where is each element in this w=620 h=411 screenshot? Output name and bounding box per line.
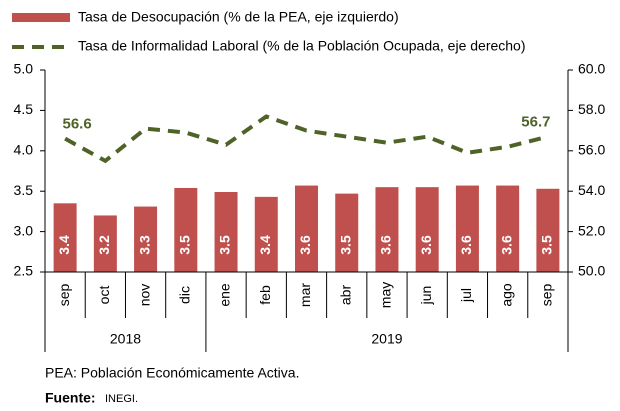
x-tick-label: feb [257,285,273,305]
bar-label: 3.2 [96,235,112,255]
bar [415,187,439,272]
bar [53,203,77,272]
x-tick-label: nov [136,284,152,307]
x-tick-label: abr [337,285,353,306]
bar-label: 3.5 [337,235,353,255]
bar [295,185,318,272]
x-tick-label: ago [498,283,514,307]
bar-label: 3.6 [378,235,394,255]
bar [455,185,479,272]
source-label: Fuente: [45,390,96,406]
x-tick-label: oct [96,286,112,305]
line [64,114,549,164]
bar-label: 3.3 [136,235,152,255]
bar-label: 3.6 [458,235,474,255]
y2-tick-label: 50.0 [578,263,605,279]
group-label: 2018 [110,331,141,347]
source-text: INEGI. [105,393,138,405]
y2-tick-label: 58.0 [578,101,605,117]
bar-label: 3.5 [217,235,233,255]
group-label: 2019 [371,331,402,347]
bar [214,192,238,272]
legend-swatch [12,13,70,22]
x-tick-label: sep [56,284,72,307]
y-tick-label: 5.0 [14,61,34,77]
y2-tick-label: 60.0 [578,61,605,77]
line-label: 56.7 [521,114,550,131]
y2-tick-label: 52.0 [578,222,605,238]
note: PEA: Población Económicamente Activa. [45,365,299,381]
bar-label: 3.4 [257,235,273,255]
bar [536,188,560,272]
x-tick-label: jun [418,286,434,306]
bar [174,187,198,272]
legend-label: Tasa de Desocupación (% de la PEA, eje i… [78,9,399,25]
x-tick-label: dic [177,286,193,304]
bar [254,196,278,272]
y2-tick-label: 56.0 [578,142,605,158]
bar-label: 3.6 [498,235,514,255]
y-tick-label: 4.5 [14,101,34,117]
bar-label: 3.5 [539,235,555,255]
bar-label: 3.4 [56,235,72,255]
x-tick-label: mar [297,283,313,307]
bar [496,185,520,272]
x-tick-label: jul [458,288,474,303]
bar-label: 3.6 [418,235,434,255]
y-tick-label: 4.0 [14,142,34,158]
y-tick-label: 2.5 [14,263,34,279]
y-tick-label: 3.0 [14,222,34,238]
bar [134,206,158,272]
x-tick-label: may [378,282,394,308]
y-tick-label: 3.5 [14,182,34,198]
bar-label: 3.5 [177,235,193,255]
bar [93,215,117,272]
x-tick-label: sep [539,284,555,307]
bar [375,187,399,272]
line-label: 56.6 [63,116,92,133]
y2-tick-label: 54.0 [578,182,605,198]
x-tick-label: ene [217,283,233,307]
bar-label: 3.6 [297,235,313,255]
bar [335,193,359,272]
legend-label: Tasa de Informalidad Laboral (% de la Po… [78,38,526,54]
